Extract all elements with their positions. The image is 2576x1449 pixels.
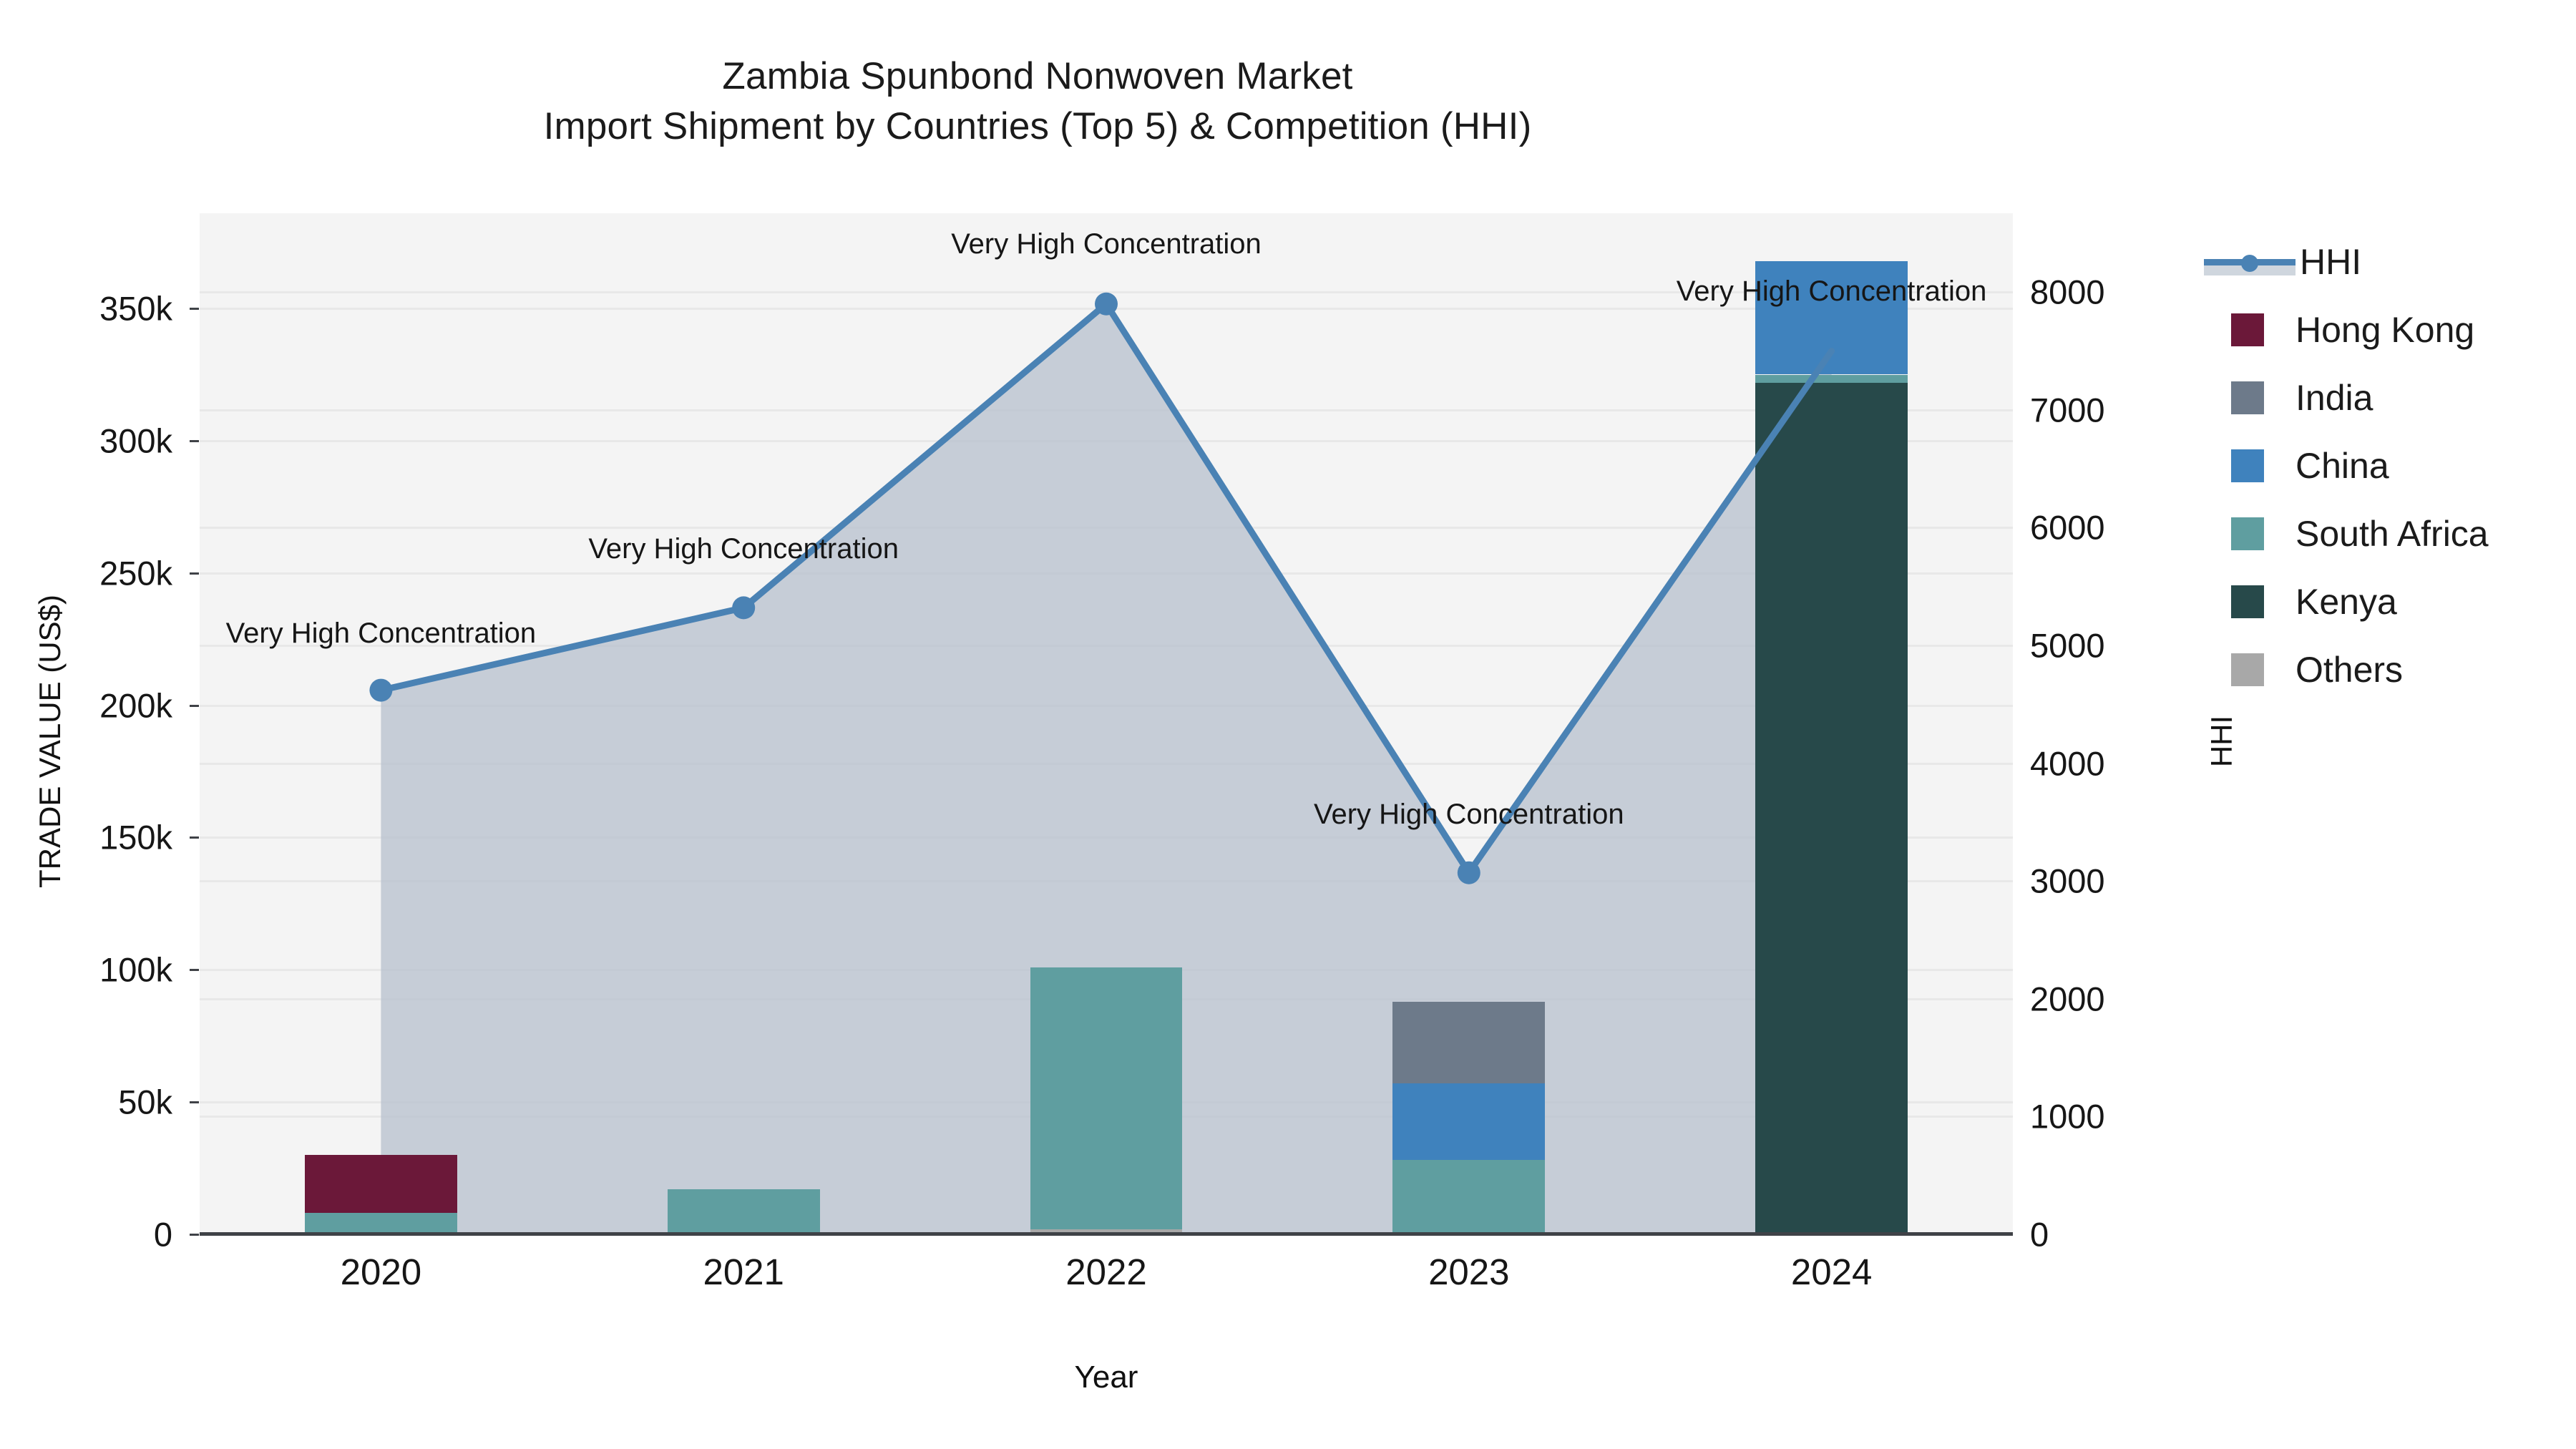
legend-item-label: HHI [2300, 241, 2362, 282]
y-axis-left-tick-label: 0 [153, 1215, 172, 1254]
y-axis-right-tick-label: 7000 [2030, 391, 2105, 429]
hhi-annotation: Very High Concentration [951, 228, 1262, 260]
legend-swatch-icon [2231, 517, 2264, 550]
legend-item-label: South Africa [2296, 513, 2489, 554]
y-axis-left-tick-label: 50k [118, 1083, 172, 1121]
legend-swatch-icon [2231, 653, 2264, 686]
legend-swatch-icon [2231, 381, 2264, 414]
y-axis-right-tick-label: 5000 [2030, 626, 2105, 665]
y-axis-right-tick-label: 4000 [2030, 744, 2105, 783]
legend-item[interactable]: India [2204, 364, 2562, 431]
legend-item-label: India [2296, 377, 2373, 418]
bar-segment [1392, 1160, 1546, 1234]
legend-item-label: Others [2296, 649, 2404, 690]
y-axis-left-tickmark [190, 572, 199, 575]
y-axis-left-label: TRADE VALUE (US$) [33, 595, 67, 888]
y-axis-right-tick-label: 6000 [2030, 508, 2105, 547]
x-axis-tick-label: 2021 [703, 1252, 784, 1292]
y-axis-left-tick-label: 100k [99, 950, 172, 989]
hhi-annotation: Very High Concentration [1676, 275, 1987, 307]
x-axis-label: Year [1074, 1360, 1138, 1395]
chart-title-line-2: Import Shipment by Countries (Top 5) & C… [543, 104, 1532, 147]
legend-swatch-icon [2231, 449, 2264, 482]
legend-item[interactable]: Hong Kong [2204, 296, 2562, 364]
bar-segment [1392, 1083, 1546, 1161]
bar-segment [1392, 1001, 1546, 1084]
legend-item-label: Kenya [2296, 581, 2397, 622]
y-axis-left-tick-label: 150k [99, 818, 172, 857]
bar-segment [1755, 382, 1908, 1234]
bar-segment [1755, 374, 1908, 383]
y-axis-left-tick-label: 250k [99, 554, 172, 592]
bar-segment [1030, 967, 1183, 1229]
y-axis-left-tick-label: 300k [99, 421, 172, 460]
hhi-annotation: Very High Concentration [225, 617, 537, 649]
legend-item-label: China [2296, 445, 2389, 486]
bar-segment [304, 1155, 457, 1214]
y-axis-left-tickmark [190, 969, 199, 972]
y-axis-left-tickmark [190, 308, 199, 311]
legend-item-label: Hong Kong [2296, 309, 2475, 350]
legend-swatch-icon [2231, 585, 2264, 618]
y-axis-left-tickmark [190, 1101, 199, 1104]
hhi-annotation: Very High Concentration [1314, 798, 1624, 830]
legend-swatch-icon [2231, 313, 2264, 346]
y-axis-right-tick-label: 8000 [2030, 273, 2105, 311]
bar-segment [1030, 1229, 1183, 1234]
legend-item[interactable]: HHI [2204, 228, 2562, 296]
y-axis-right-tick-label: 3000 [2030, 862, 2105, 900]
chart-title-line-1: Zambia Spunbond Nonwoven Market [722, 55, 1353, 97]
y-axis-left-tickmark [190, 1234, 199, 1236]
y-axis-left-tick-label: 200k [99, 686, 172, 725]
x-axis-line [200, 1232, 2013, 1236]
x-axis-tick-label: 2023 [1428, 1252, 1510, 1292]
y-axis-left-tickmark [190, 836, 199, 839]
legend-item[interactable]: Others [2204, 635, 2562, 703]
bar-segment [304, 1213, 457, 1234]
legend-item[interactable]: South Africa [2204, 499, 2562, 567]
hhi-line-icon [2204, 245, 2296, 278]
x-axis-tick-label: 2022 [1065, 1252, 1147, 1292]
bar-segment [667, 1189, 820, 1234]
y-axis-right-tick-label: 2000 [2030, 980, 2105, 1018]
y-axis-right-tick-label: 1000 [2030, 1097, 2105, 1136]
x-axis-tick-label: 2020 [340, 1252, 422, 1292]
y-axis-left-tickmark [190, 439, 199, 442]
hhi-annotation: Very High Concentration [588, 533, 899, 565]
y-axis-right-tick-label: 0 [2030, 1215, 2049, 1254]
x-axis-tick-label: 2024 [1790, 1252, 1873, 1292]
chart-legend: HHI Hong Kong India China South Africa Kenya O… [2204, 228, 2562, 703]
chart-title: Zambia Spunbond Nonwoven Market Import S… [0, 52, 2075, 152]
y-axis-left-tick-label: 350k [99, 289, 172, 328]
legend-item[interactable]: Kenya [2204, 567, 2562, 635]
y-axis-left-tickmark [190, 704, 199, 707]
legend-item[interactable]: China [2204, 431, 2562, 499]
